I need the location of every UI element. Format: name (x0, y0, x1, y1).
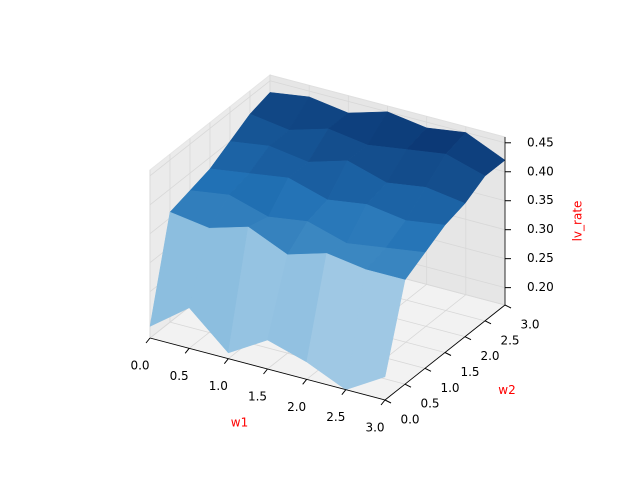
z-tick-label: 0.25 (527, 251, 554, 265)
x-tick-label: 0.0 (130, 359, 149, 373)
y-axis-label: w2 (498, 383, 515, 397)
x-axis-line (149, 337, 386, 401)
x-tick-label: 3.0 (365, 421, 384, 435)
y-tick-label: 3.0 (520, 318, 539, 332)
z-tick-label: 0.45 (527, 135, 554, 149)
y-tick (484, 320, 492, 325)
x-tick (223, 358, 229, 364)
axes: 0.00.51.01.52.02.53.00.00.51.01.52.02.53… (130, 135, 584, 434)
y-tick (384, 399, 392, 404)
y-tick-label: 1.5 (460, 365, 479, 379)
y-tick (464, 336, 472, 341)
x-tick-label: 2.5 (326, 410, 345, 424)
x-tick-label: 1.0 (209, 379, 228, 393)
y-tick-label: 2.5 (500, 333, 519, 347)
x-tick (341, 389, 347, 395)
z-tick-label: 0.30 (527, 222, 554, 236)
y-tick-label: 1.0 (440, 381, 459, 395)
y-tick-label: 0.5 (420, 397, 439, 411)
x-tick-label: 2.0 (287, 400, 306, 414)
y-tick (404, 383, 412, 388)
surface (149, 92, 506, 391)
x-tick (380, 399, 386, 406)
x-tick (263, 368, 268, 375)
y-tick-label: 2.0 (480, 349, 499, 363)
z-axis-label: lv_rate (571, 201, 585, 242)
y-tick (444, 352, 452, 356)
x-tick (302, 379, 308, 385)
grid-line (149, 80, 271, 177)
y-axis-line (384, 304, 506, 401)
x-tick-label: 1.5 (248, 390, 267, 404)
surface-face (345, 269, 406, 391)
x-axis-label: w1 (231, 416, 248, 430)
y-tick (504, 304, 512, 309)
y-tick (424, 367, 432, 372)
z-tick-label: 0.20 (527, 280, 554, 294)
x-tick-label: 0.5 (170, 369, 189, 383)
z-tick-label: 0.40 (527, 164, 554, 178)
x-tick (145, 337, 151, 344)
y-tick-label: 0.0 (400, 413, 419, 427)
x-tick (184, 348, 190, 354)
z-tick-label: 0.35 (527, 193, 554, 207)
